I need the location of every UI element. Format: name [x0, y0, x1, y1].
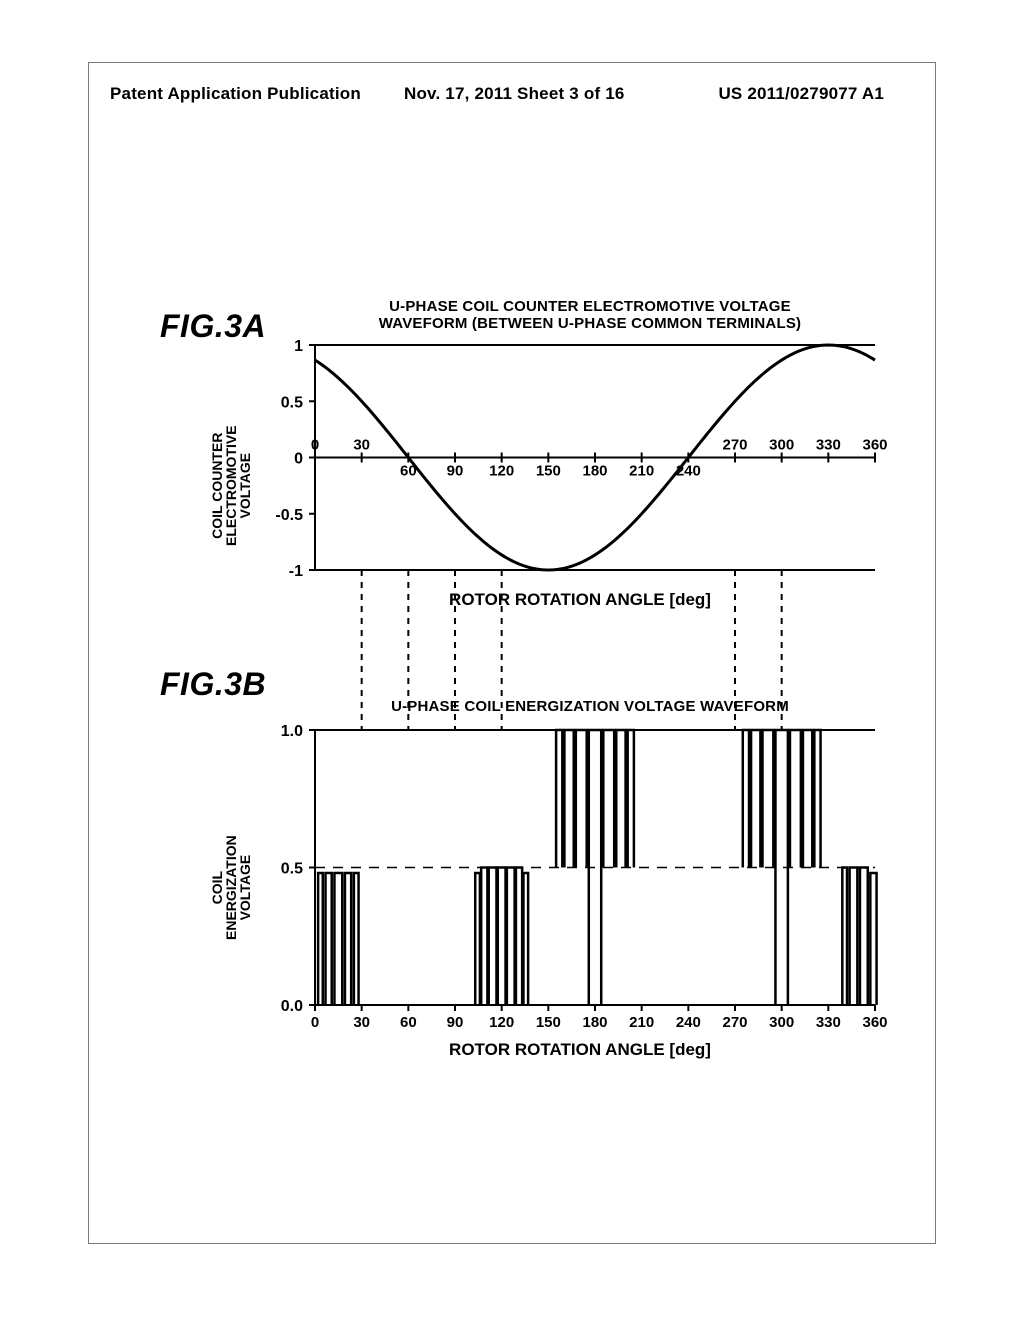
dashed-guides — [0, 0, 1024, 1320]
